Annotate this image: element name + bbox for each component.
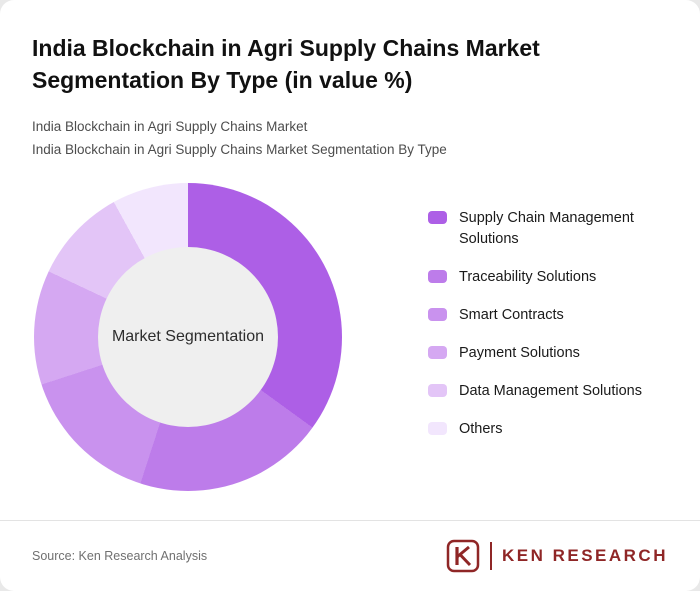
donut-chart: Market Segmentation [34,182,342,491]
legend-label: Data Management Solutions [459,382,642,399]
legend-item: Data Management Solutions [428,381,668,402]
legend-label: Payment Solutions [459,344,580,361]
logo-k-mark-icon [447,539,480,573]
legend-label: Traceability Solutions [459,268,597,285]
legend-swatch [428,421,447,435]
legend-item: Traceability Solutions [428,267,668,288]
legend-item: Supply Chain Management Solutions [428,208,668,250]
chart-legend: Supply Chain Management Solutions Traceab… [428,208,668,440]
legend-label: Smart Contracts [459,306,564,323]
logo-text: KEN RESEARCH [501,546,668,565]
legend-label: Supply Chain Management Solutions [459,209,634,247]
source-note: Source: Ken Research Analysis [32,549,208,563]
donut-center-label: Market Segmentation [111,327,265,345]
chart-subtitle-market: India Blockchain in Agri Supply Chains M… [32,119,308,135]
chart-subtitle-segmentation: India Blockchain in Agri Supply Chains M… [32,141,447,157]
logo-divider [490,542,492,570]
legend-item: Payment Solutions [428,343,668,364]
donut-center: Market Segmentation [98,246,278,427]
legend-item: Smart Contracts [428,305,668,326]
legend-swatch [428,210,447,224]
legend-swatch [428,269,447,283]
legend-swatch [428,345,447,359]
legend-swatch [428,383,447,397]
chart-area: Market Segmentation Supply Chain Managem… [32,182,668,491]
ken-research-logo: KEN RESEARCH [446,539,668,573]
page-title: India Blockchain in Agri Supply Chains M… [32,35,540,94]
legend-swatch [428,307,447,321]
legend-label: Others [459,420,503,437]
legend-item: Others [428,419,668,440]
footer: Source: Ken Research Analysis KEN RESEAR… [0,520,700,591]
